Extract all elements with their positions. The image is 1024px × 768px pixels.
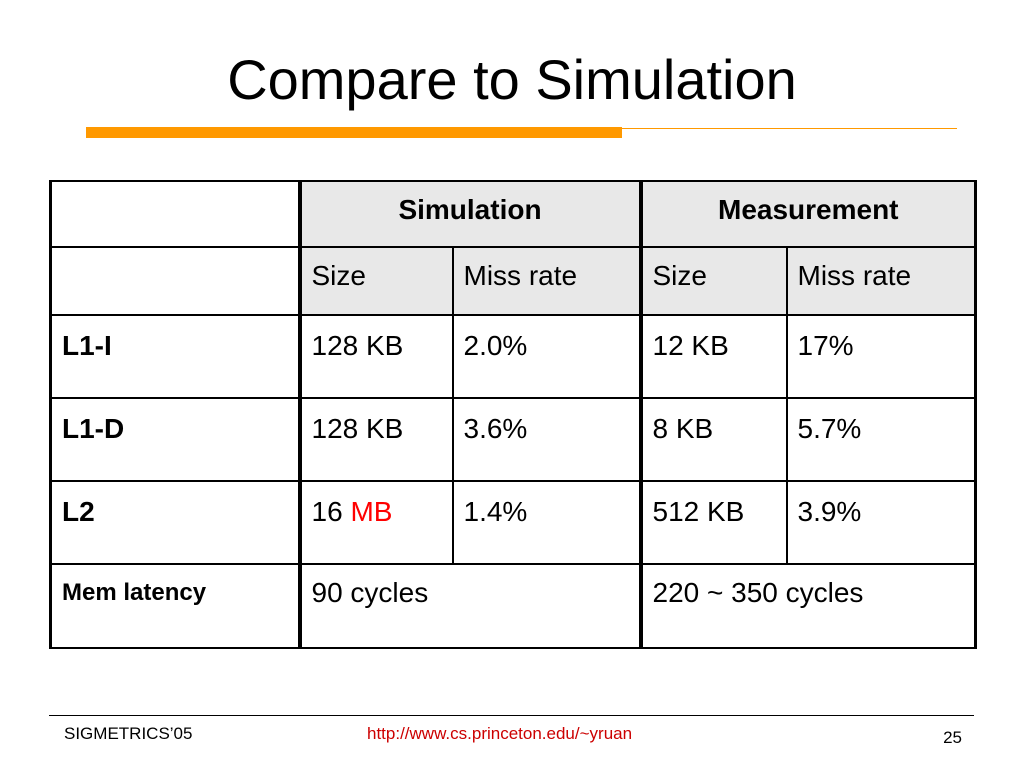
empty-corner-cell — [49, 180, 301, 248]
simulation-header: Simulation — [297, 180, 642, 248]
table-subheader-row: Size Miss rate Size Miss rate — [49, 246, 978, 316]
measurement-header: Measurement — [638, 180, 978, 248]
table-row: L2 16 MB 1.4% 512 KB 3.9% — [49, 480, 978, 565]
meas-latency-cell: 220 ~ 350 cycles — [638, 563, 978, 649]
sim-size-unit-highlight: MB — [350, 496, 393, 527]
title-accent-bar — [86, 127, 622, 138]
meas-size-cell: 12 KB — [638, 314, 788, 399]
slide-title: Compare to Simulation — [227, 48, 797, 111]
footer-rule — [49, 715, 974, 716]
row-label: L2 — [49, 480, 301, 565]
sim-latency-cell: 90 cycles — [297, 563, 642, 649]
sim-miss-rate-cell: 1.4% — [451, 480, 642, 565]
footer-conference: SIGMETRICS’05 — [64, 724, 193, 743]
sim-size-cell: 128 KB — [297, 314, 454, 399]
meas-size-header: Size — [638, 246, 788, 316]
meas-size-cell: 512 KB — [638, 480, 788, 565]
sim-size-header: Size — [297, 246, 454, 316]
footer-url-link[interactable]: http://www.cs.princeton.edu/~yruan — [367, 724, 633, 743]
sim-miss-rate-cell: 3.6% — [451, 397, 642, 482]
mem-latency-label: Mem latency — [49, 563, 301, 649]
mem-latency-row: Mem latency 90 cycles 220 ~ 350 cycles — [49, 563, 978, 649]
row-label: L1-I — [49, 314, 301, 399]
page-number: 25 — [943, 728, 962, 747]
table-header-row: Simulation Measurement — [49, 180, 978, 248]
sim-size-number: 16 — [311, 496, 343, 527]
sim-size-cell: 16 MB — [297, 480, 454, 565]
table-row: L1-I 128 KB 2.0% 12 KB 17% — [49, 314, 978, 399]
sim-miss-rate-cell: 2.0% — [451, 314, 642, 399]
empty-subheader-cell — [49, 246, 301, 316]
meas-miss-rate-header: Miss rate — [785, 246, 978, 316]
sim-size-cell: 128 KB — [297, 397, 454, 482]
meas-size-cell: 8 KB — [638, 397, 788, 482]
table-row: L1-D 128 KB 3.6% 8 KB 5.7% — [49, 397, 978, 482]
sim-miss-rate-header: Miss rate — [451, 246, 642, 316]
comparison-table: Simulation Measurement Size Miss rate Si… — [49, 180, 978, 649]
meas-miss-rate-cell: 3.9% — [785, 480, 978, 565]
meas-miss-rate-cell: 17% — [785, 314, 978, 399]
row-label: L1-D — [49, 397, 301, 482]
title-accent-line — [622, 128, 957, 129]
meas-miss-rate-cell: 5.7% — [785, 397, 978, 482]
